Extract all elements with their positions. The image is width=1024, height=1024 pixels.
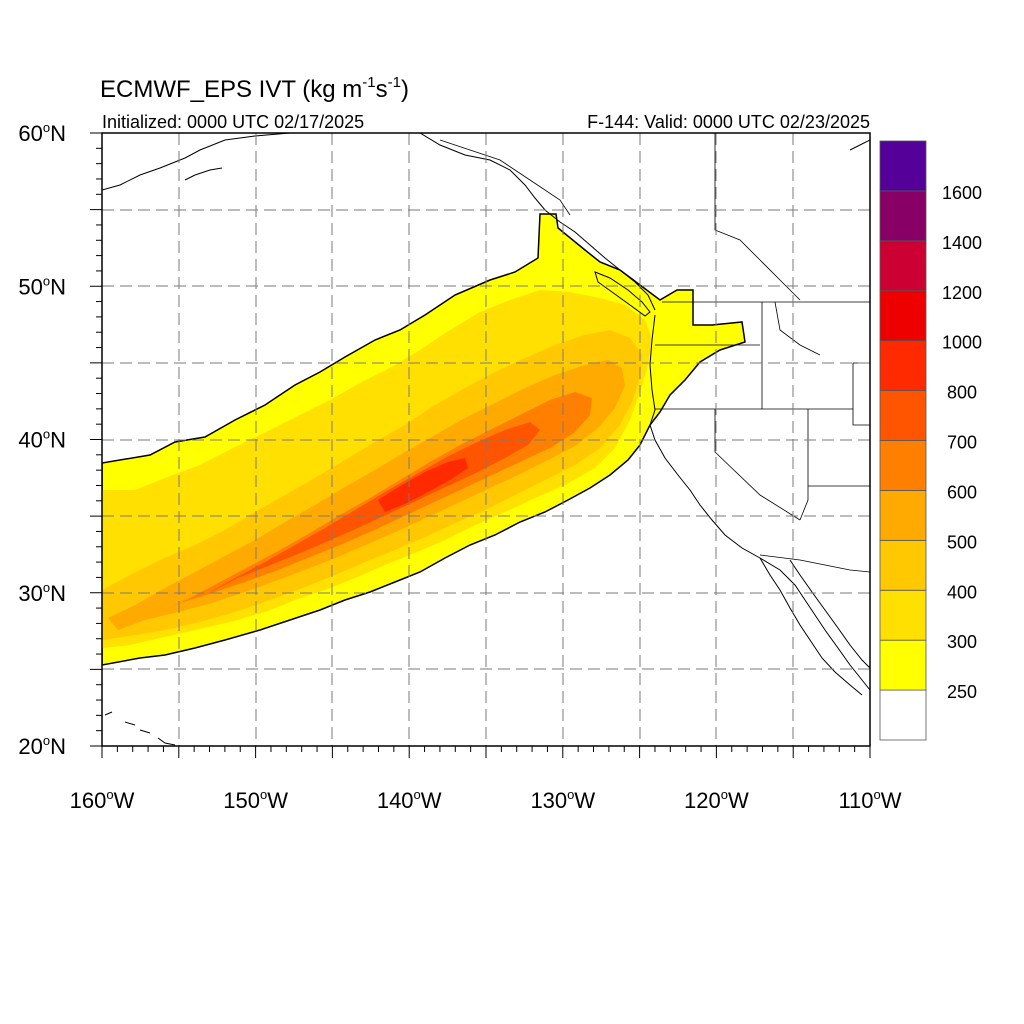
lon-label-160: 160oW	[70, 787, 135, 813]
colorbar-label: 1600	[942, 183, 982, 203]
alaska-canada-border	[439, 139, 571, 216]
lat-label-30: 30oN	[18, 580, 66, 606]
gridlines	[102, 133, 870, 746]
vancouver-island	[594, 271, 651, 317]
colorbar-swatch	[879, 539, 927, 591]
hawaii-islands	[104, 711, 176, 746]
colorbar-swatch	[879, 589, 927, 641]
lon-label-110: 110oW	[838, 787, 901, 813]
colorbar-label: 400	[947, 582, 977, 602]
plot-area	[102, 133, 870, 746]
lat-label-60: 60oN	[18, 120, 66, 146]
baja-california	[759, 557, 863, 696]
colorbar-swatch	[879, 290, 927, 342]
canada-interior	[714, 133, 801, 301]
us-mexico-border	[759, 554, 870, 573]
nevada-arizona-border	[799, 409, 809, 521]
colorbar-label: 500	[947, 532, 977, 552]
gulf-of-alaska-coast	[419, 133, 561, 223]
lat-label-50: 50oN	[18, 273, 66, 299]
colorbar-label: 300	[947, 632, 977, 652]
initialized-time: Initialized: 0000 UTC 02/17/2025	[102, 112, 364, 132]
colorbar-label: 1400	[942, 233, 982, 253]
political-borders	[439, 133, 870, 573]
valid-time: F-144: Valid: 0000 UTC 02/23/2025	[587, 112, 870, 132]
lat-tick-labels: 60oN 50oN 40oN 30oN 20oN	[18, 120, 66, 759]
colorbar-label: 1200	[942, 283, 982, 303]
alaska-peninsula	[184, 167, 223, 181]
lon-tick-labels: 160oW 150oW 140oW 130oW 120oW 110oW	[70, 787, 902, 813]
ivt-level-800	[378, 458, 468, 512]
colorbar-swatch	[879, 190, 927, 242]
bc-coast	[559, 221, 656, 311]
colorbar-label: 250	[947, 682, 977, 702]
coastlines	[102, 133, 870, 746]
gulf-of-california	[789, 559, 870, 669]
lon-label-140: 140oW	[377, 787, 442, 813]
ivt-shading	[102, 213, 746, 666]
lon-label-130: 130oW	[530, 787, 595, 813]
colorbar-swatch	[879, 440, 927, 491]
colorbar: 250 300 400 500 600 700 800 1000 1200 1400 1600	[879, 140, 982, 741]
alaska-coast	[102, 133, 291, 191]
colorbar-label: 700	[947, 433, 977, 453]
colorbar-swatch	[879, 490, 927, 541]
montana-idaho-border	[774, 301, 821, 356]
map-title: ECMWF_EPS IVT (kg m-1s-1)	[100, 74, 409, 103]
colorbar-swatch	[879, 639, 927, 691]
colorbar-label: 800	[947, 383, 977, 403]
lat-label-20: 20oN	[18, 733, 66, 759]
colorbar-label: 1000	[942, 333, 982, 353]
colorbar-swatch	[879, 689, 927, 741]
axis-ticks	[90, 132, 871, 758]
nevada-california-border	[714, 409, 801, 521]
lat-label-40: 40oN	[18, 427, 66, 453]
colorbar-label: 600	[947, 482, 977, 502]
us-west-coast	[649, 314, 870, 691]
lon-label-120: 120oW	[684, 787, 749, 813]
lon-label-150: 150oW	[223, 787, 288, 813]
hudson-coast	[849, 139, 870, 151]
colorbar-swatch	[879, 340, 927, 391]
colorbar-swatch	[879, 140, 927, 192]
colorbar-swatch	[879, 390, 927, 441]
colorbar-swatch	[879, 240, 927, 292]
